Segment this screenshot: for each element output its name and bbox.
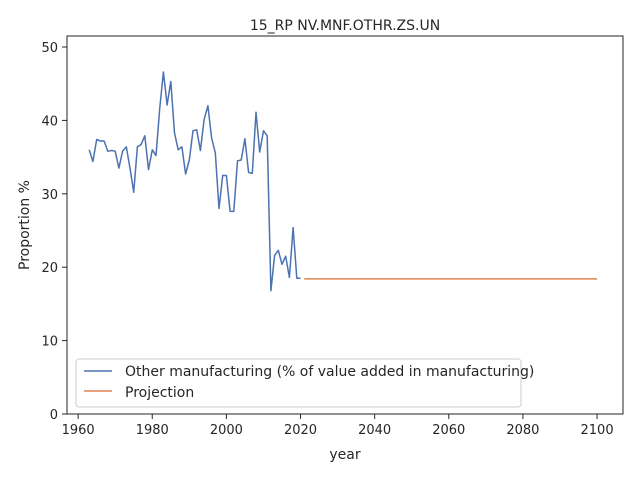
y-tick-label: 50 [41, 41, 58, 56]
y-tick-label: 30 [41, 188, 58, 203]
x-tick-label: 1980 [136, 423, 169, 438]
x-tick-label: 2000 [210, 423, 243, 438]
legend-label-1: Projection [125, 385, 194, 401]
y-tick-label: 0 [50, 408, 58, 423]
y-axis-ticks: 0 10 20 30 40 50 [41, 41, 67, 423]
x-tick-label: 1960 [62, 423, 95, 438]
x-tick-label: 2080 [506, 423, 539, 438]
legend-label-0: Other manufacturing (% of value added in… [125, 364, 534, 380]
legend: Other manufacturing (% of value added in… [75, 358, 534, 408]
y-tick-label: 20 [41, 261, 58, 276]
series-line-0 [88, 71, 301, 292]
y-tick-label: 10 [41, 335, 58, 350]
x-tick-label: 2020 [284, 423, 317, 438]
chart-title: 15_RP NV.MNF.OTHR.ZS.UN [250, 18, 440, 34]
y-axis-label: Proportion % [17, 180, 33, 270]
x-tick-label: 2040 [358, 423, 391, 438]
y-tick-label: 40 [41, 114, 58, 129]
x-tick-label: 2100 [581, 423, 614, 438]
plot-lines [88, 71, 598, 292]
x-tick-label: 2060 [432, 423, 465, 438]
plot-frame [66, 35, 624, 415]
legend-box [75, 358, 522, 408]
x-axis-label: year [329, 447, 360, 463]
x-axis-ticks: 1960 1980 2000 2020 2040 2060 2080 2100 [62, 414, 614, 438]
